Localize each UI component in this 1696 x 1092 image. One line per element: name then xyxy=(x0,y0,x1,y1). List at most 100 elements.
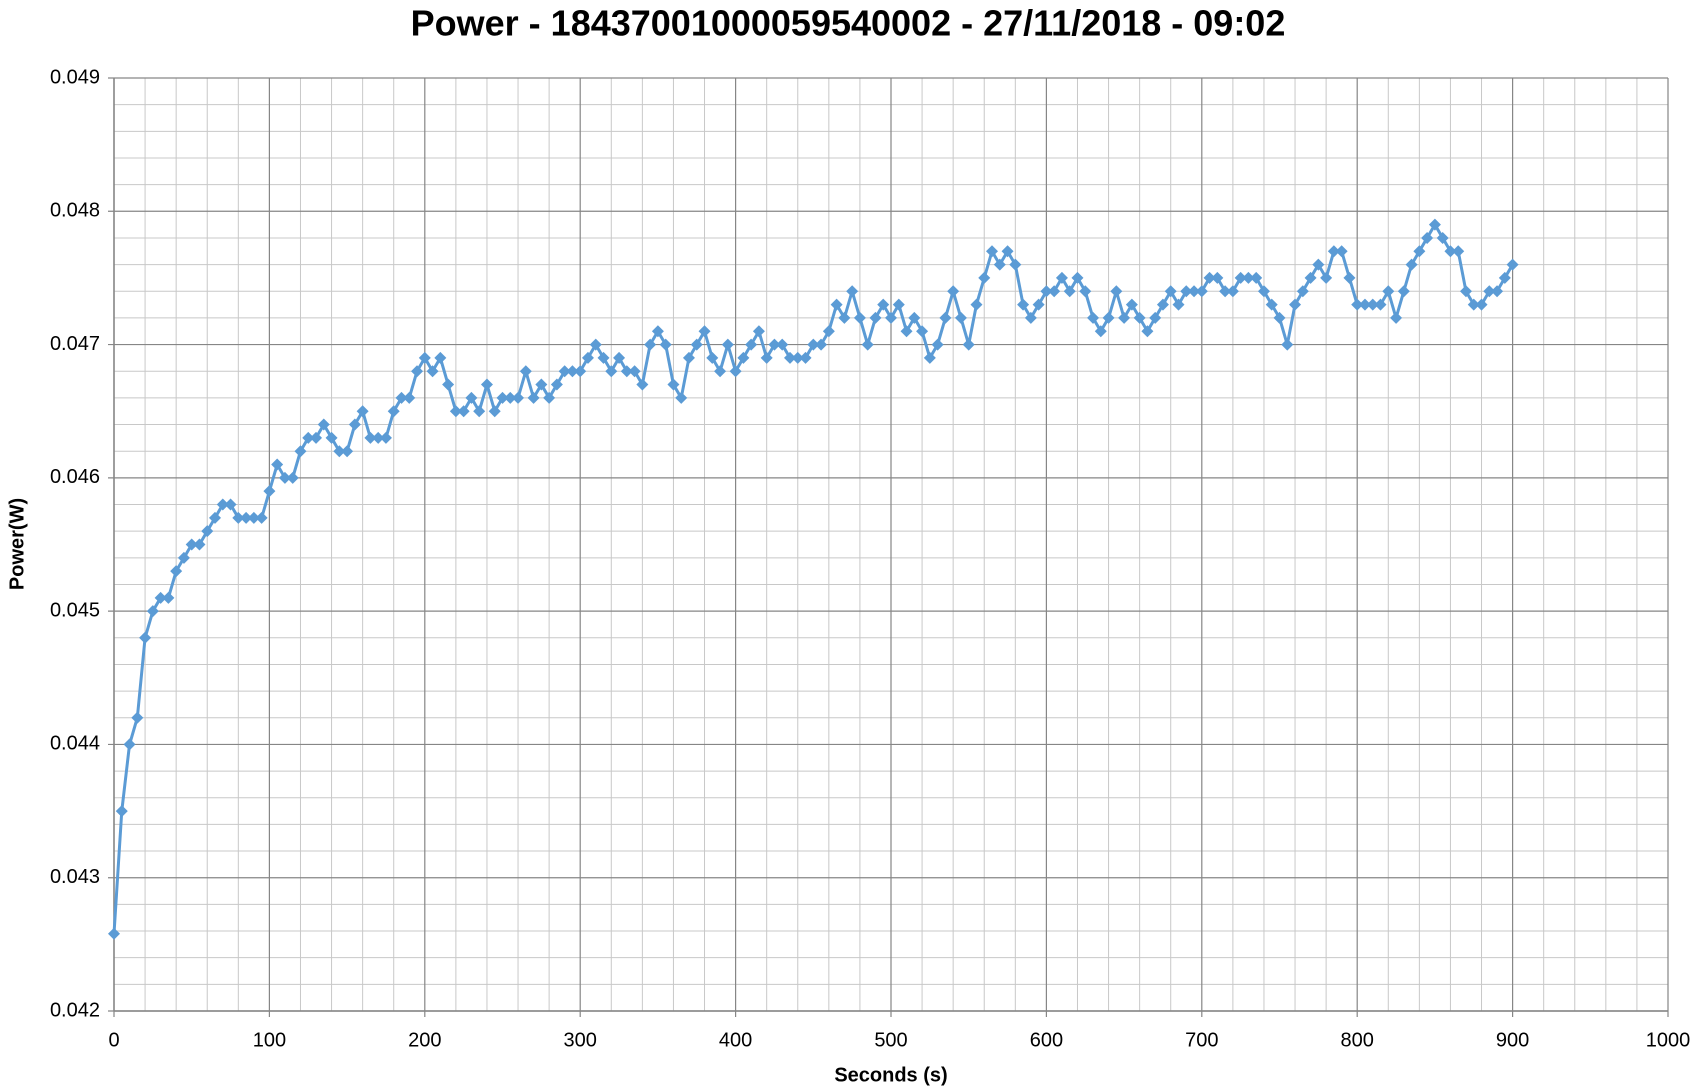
data-marker xyxy=(418,351,431,364)
data-marker xyxy=(799,351,812,364)
data-marker xyxy=(310,431,323,444)
data-marker xyxy=(900,325,913,338)
data-marker xyxy=(1017,298,1030,311)
data-marker xyxy=(442,378,455,391)
data-marker xyxy=(869,311,882,324)
data-marker xyxy=(846,285,859,298)
data-marker xyxy=(589,338,602,351)
data-marker xyxy=(1281,338,1294,351)
y-tick-label: 0.049 xyxy=(50,66,100,88)
data-marker xyxy=(1234,271,1247,284)
data-marker xyxy=(356,405,369,418)
data-marker xyxy=(861,338,874,351)
data-marker xyxy=(465,391,478,404)
data-marker xyxy=(745,338,758,351)
data-marker xyxy=(636,378,649,391)
data-marker xyxy=(1335,245,1348,258)
data-marker xyxy=(1498,271,1511,284)
data-marker xyxy=(1273,311,1286,324)
data-marker xyxy=(1040,285,1053,298)
data-marker xyxy=(1327,245,1340,258)
data-marker xyxy=(123,738,136,751)
data-marker xyxy=(496,391,509,404)
data-marker xyxy=(815,338,828,351)
data-marker xyxy=(550,378,563,391)
data-marker xyxy=(1063,285,1076,298)
data-marker xyxy=(1382,285,1395,298)
x-tick-label: 1000 xyxy=(1646,1029,1691,1051)
data-marker xyxy=(947,285,960,298)
data-marker xyxy=(403,391,416,404)
data-marker xyxy=(543,391,556,404)
data-marker xyxy=(1024,311,1037,324)
y-tick-label: 0.048 xyxy=(50,200,100,222)
data-marker xyxy=(341,445,354,458)
data-marker xyxy=(1320,271,1333,284)
data-marker xyxy=(1001,245,1014,258)
data-marker xyxy=(348,418,361,431)
data-marker xyxy=(1475,298,1488,311)
data-marker xyxy=(302,431,315,444)
data-marker xyxy=(1102,311,1115,324)
data-marker xyxy=(706,351,719,364)
data-marker xyxy=(613,351,626,364)
data-marker xyxy=(853,311,866,324)
data-marker xyxy=(838,311,851,324)
y-tick-label: 0.045 xyxy=(50,599,100,621)
data-marker xyxy=(395,391,408,404)
data-marker xyxy=(387,405,400,418)
data-marker xyxy=(115,805,128,818)
data-marker xyxy=(1289,298,1302,311)
data-marker xyxy=(139,631,152,644)
data-marker xyxy=(209,511,222,524)
data-marker xyxy=(278,471,291,484)
data-marker xyxy=(1374,298,1387,311)
data-marker xyxy=(177,551,190,564)
data-marker xyxy=(1125,298,1138,311)
data-marker xyxy=(1094,325,1107,338)
data-marker xyxy=(372,431,385,444)
data-marker xyxy=(791,351,804,364)
data-marker xyxy=(216,498,229,511)
chart-title: Power - 18437001000059540002 - 27/11/201… xyxy=(411,3,1286,44)
data-marker xyxy=(1172,298,1185,311)
data-marker xyxy=(729,365,742,378)
data-marker xyxy=(317,418,330,431)
data-marker xyxy=(449,405,462,418)
data-marker xyxy=(1055,271,1068,284)
data-marker xyxy=(1506,258,1519,271)
data-marker xyxy=(488,405,501,418)
data-marker xyxy=(776,338,789,351)
data-marker xyxy=(1242,271,1255,284)
data-marker xyxy=(721,338,734,351)
y-axis-label: Power(W) xyxy=(6,498,28,590)
data-marker xyxy=(1312,258,1325,271)
x-tick-label: 900 xyxy=(1496,1029,1529,1051)
data-marker xyxy=(473,405,486,418)
data-marker xyxy=(535,378,548,391)
y-tick-label: 0.043 xyxy=(50,866,100,888)
data-marker xyxy=(1358,298,1371,311)
data-marker xyxy=(108,927,120,940)
data-marker xyxy=(954,311,967,324)
data-marker xyxy=(1188,285,1201,298)
data-marker xyxy=(333,445,346,458)
data-marker xyxy=(892,298,905,311)
data-marker xyxy=(294,445,307,458)
y-tick-label: 0.044 xyxy=(50,733,100,755)
data-marker xyxy=(1133,311,1146,324)
data-marker xyxy=(690,338,703,351)
data-marker xyxy=(1390,311,1403,324)
y-tick-label: 0.042 xyxy=(50,999,100,1021)
data-marker xyxy=(1343,271,1356,284)
data-marker xyxy=(1195,285,1208,298)
data-marker xyxy=(978,271,991,284)
data-marker xyxy=(1110,285,1123,298)
data-marker xyxy=(411,365,424,378)
data-marker xyxy=(1351,298,1364,311)
data-marker xyxy=(1087,311,1100,324)
data-marker xyxy=(939,311,952,324)
data-marker xyxy=(714,365,727,378)
